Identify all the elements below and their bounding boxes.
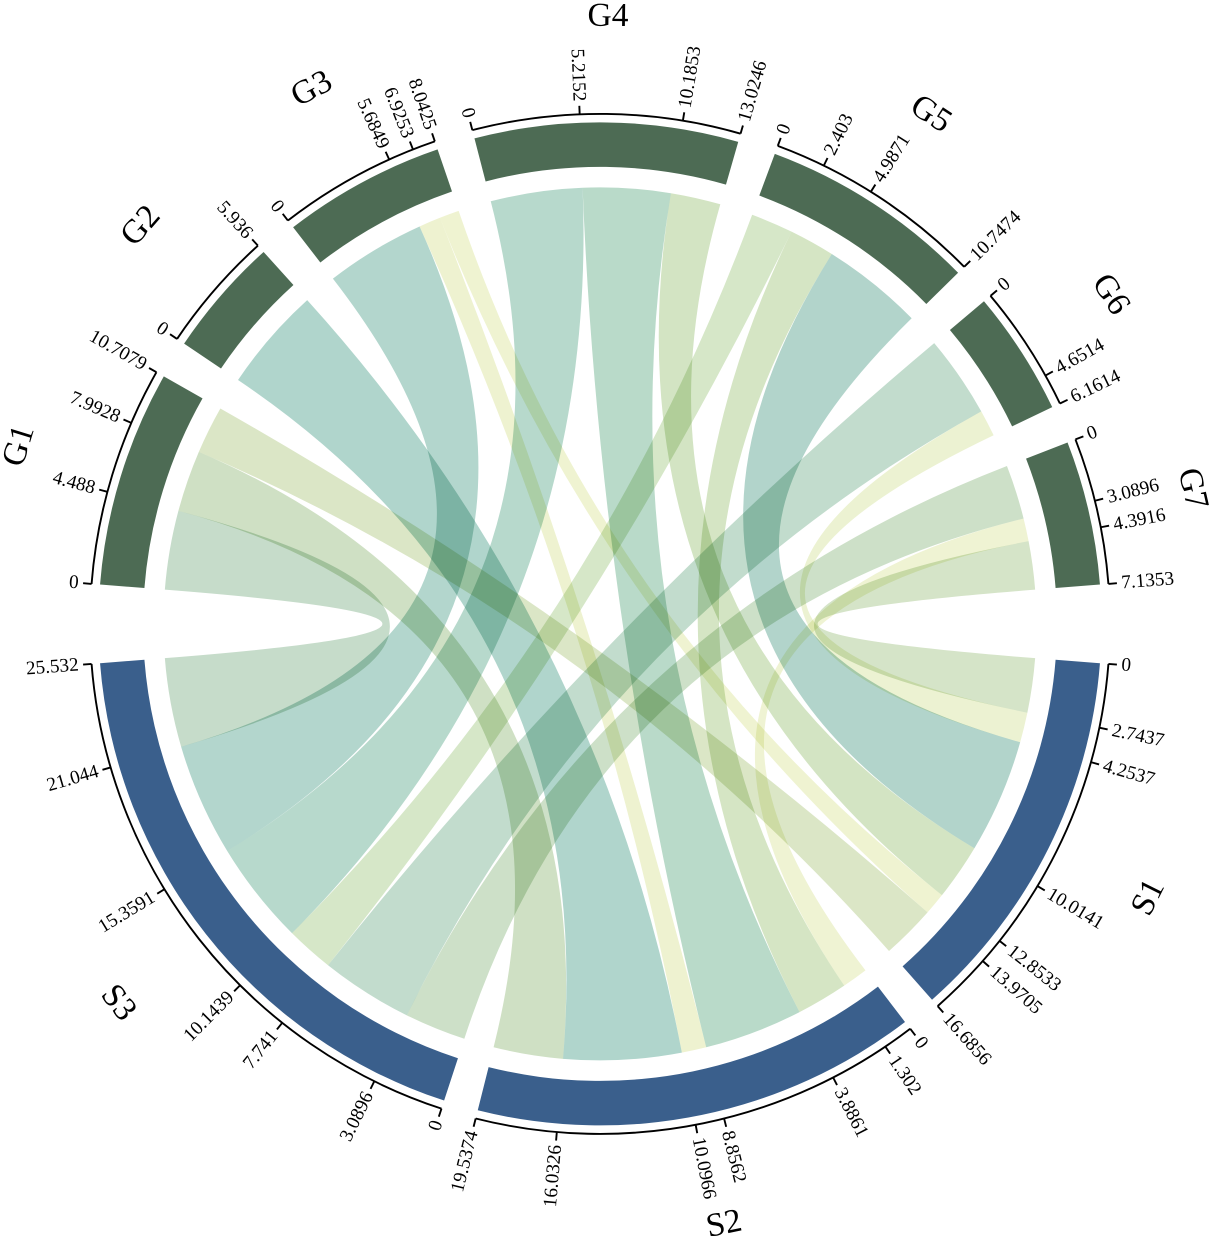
svg-text:7.1353: 7.1353: [1121, 568, 1175, 593]
svg-text:S2: S2: [703, 1202, 745, 1242]
svg-text:25.532: 25.532: [25, 654, 79, 679]
svg-text:0: 0: [68, 572, 79, 594]
svg-text:G4: G4: [587, 0, 629, 34]
svg-text:0: 0: [1121, 654, 1132, 676]
svg-text:5.2152: 5.2152: [567, 48, 590, 102]
